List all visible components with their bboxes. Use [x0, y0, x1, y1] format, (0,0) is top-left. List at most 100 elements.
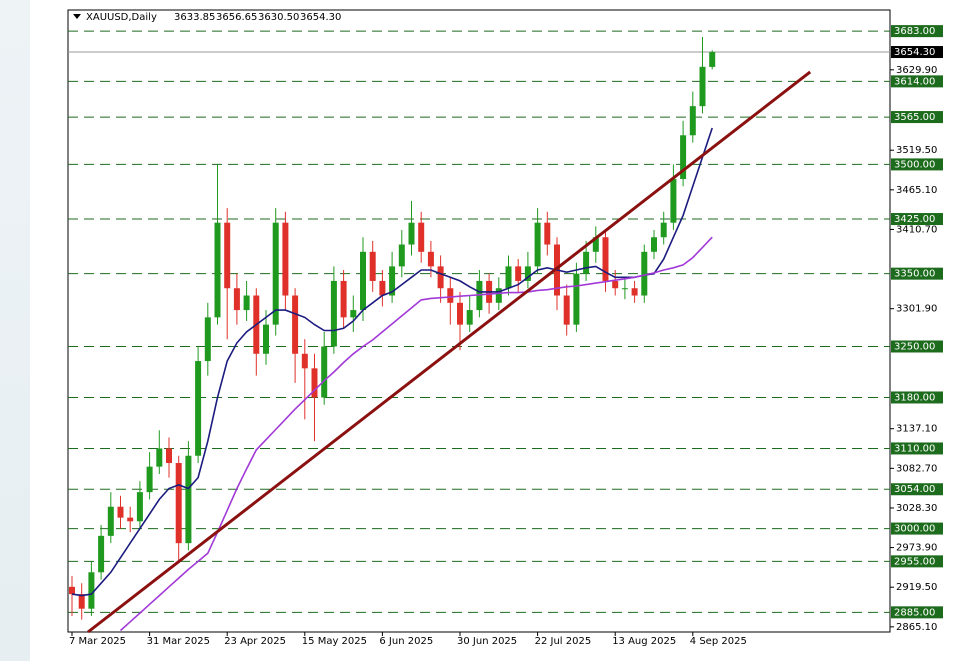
candle-body	[243, 295, 250, 311]
level-label: 2885.00	[894, 607, 935, 618]
candle-body	[447, 288, 454, 303]
y-tick-label: 2919.50	[896, 582, 937, 593]
side-panel	[0, 0, 30, 661]
level-label-box	[891, 267, 943, 280]
candle-body	[641, 251, 648, 296]
y-tick-label: 2865.10	[896, 622, 937, 633]
candle-body	[107, 506, 114, 536]
level-label: 3000.00	[894, 524, 935, 535]
level-label-box	[891, 442, 943, 455]
moving-average	[71, 127, 713, 597]
candle-body	[136, 492, 143, 522]
candle-body	[214, 222, 221, 318]
candle-body	[233, 288, 240, 311]
candle-body	[709, 52, 716, 67]
candle-body	[602, 237, 609, 281]
candle-body	[117, 506, 124, 518]
level-label-box	[891, 25, 943, 38]
y-tick-label: 3465.10	[896, 185, 937, 196]
candle-body	[563, 295, 570, 325]
candle-body	[272, 222, 279, 325]
candle-body	[670, 178, 677, 223]
x-tick-label: 23 Apr 2025	[224, 636, 286, 647]
candle-body	[389, 266, 396, 296]
symbol: XAUUSD,Daily	[86, 12, 157, 23]
candle-body	[321, 346, 328, 398]
level-label: 3500.00	[894, 159, 935, 170]
candle-body	[544, 222, 551, 245]
candle-body	[592, 237, 599, 252]
quote-close: 3654.30	[300, 12, 341, 23]
candle-body	[340, 280, 347, 318]
candle-body	[292, 295, 299, 354]
candle-body	[457, 302, 463, 325]
candle-body	[495, 288, 502, 303]
level-label-box	[891, 522, 943, 535]
candle-body	[88, 572, 95, 609]
y-tick-label: 3082.70	[896, 463, 937, 474]
candle-body	[524, 266, 531, 281]
candle-body	[631, 288, 638, 296]
x-tick-label: 15 May 2025	[302, 636, 367, 647]
candle-body	[69, 586, 75, 595]
level-label-box	[891, 555, 943, 568]
level-label-box	[891, 213, 943, 226]
level-label-box	[891, 483, 943, 496]
x-tick-label: 22 Jul 2025	[535, 636, 592, 647]
x-tick-label: 30 Jun 2025	[457, 636, 517, 647]
quote-high: 3656.65	[216, 12, 257, 23]
candle-body	[505, 266, 512, 289]
x-tick-label: 4 Sep 2025	[690, 636, 747, 647]
candle-body	[98, 535, 105, 573]
level-label: 3683.00	[894, 26, 935, 37]
candle-body	[301, 353, 308, 369]
candle-body	[166, 448, 172, 464]
level-label: 3425.00	[894, 214, 935, 225]
candle-body	[612, 280, 619, 289]
y-tick-label: 3410.70	[896, 224, 937, 235]
level-label: 3180.00	[894, 392, 935, 403]
y-tick-label: 3137.10	[896, 424, 937, 435]
candle-body	[78, 594, 85, 609]
level-label: 3110.00	[894, 443, 935, 454]
candle-body	[360, 251, 366, 311]
level-label: 2955.00	[894, 556, 935, 567]
x-tick-label: 6 Jun 2025	[379, 636, 433, 647]
y-tick-label: 3519.50	[896, 145, 937, 156]
candle-body	[156, 448, 163, 467]
level-label-box	[891, 158, 943, 171]
x-tick-label: 7 Mar 2025	[69, 636, 126, 647]
level-label-box	[891, 75, 943, 88]
level-label: 3565.00	[894, 112, 935, 123]
level-label-box	[891, 340, 943, 353]
candle-body	[466, 310, 473, 325]
level-label: 3054.00	[894, 484, 935, 495]
candle-body	[263, 324, 269, 354]
level-label: 3614.00	[894, 76, 935, 87]
level-label-box	[891, 391, 943, 404]
y-tick-label: 2973.90	[896, 543, 937, 554]
candle-body	[534, 222, 541, 267]
candle-body	[204, 317, 211, 362]
candle-body	[651, 237, 657, 252]
candle-body	[680, 135, 687, 179]
candle-body	[311, 368, 318, 398]
symbol-arrow	[73, 14, 81, 19]
candle-body	[583, 251, 590, 274]
candle-body	[515, 266, 522, 281]
candle-body	[224, 222, 231, 289]
candle-body	[146, 466, 153, 493]
current-price-label: 3654.30	[894, 47, 935, 58]
candle-body	[427, 251, 434, 267]
level-label-box	[891, 111, 943, 124]
candle-body	[418, 222, 425, 252]
candle-body	[689, 106, 696, 136]
candle-body	[127, 517, 134, 522]
candle-body	[330, 280, 337, 347]
quote-low: 3630.50	[258, 12, 299, 23]
candle-body	[660, 222, 667, 238]
candle-body	[195, 361, 202, 456]
candle-body	[437, 266, 444, 289]
